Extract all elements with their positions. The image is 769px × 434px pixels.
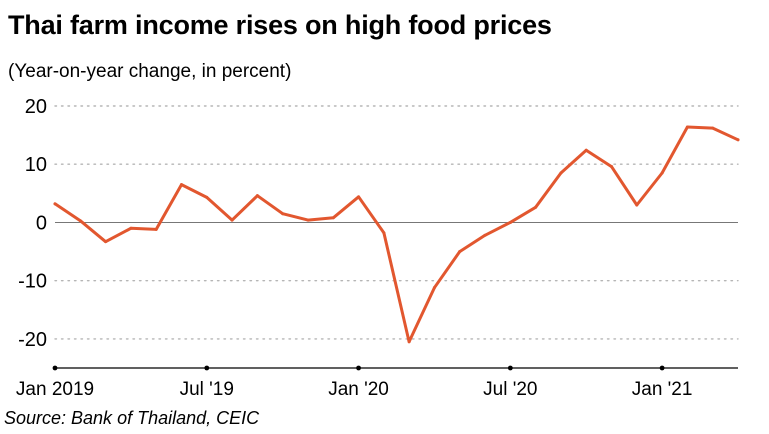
data-point (357, 195, 361, 199)
data-point (559, 171, 563, 175)
data-point (432, 286, 436, 290)
data-point (711, 126, 715, 130)
data-point (660, 171, 664, 175)
data-point (635, 203, 639, 207)
x-tick-label: Jan '20 (328, 379, 389, 400)
data-point (129, 226, 133, 230)
data-point (382, 231, 386, 235)
chart-subtitle: (Year-on-year change, in percent) (8, 61, 292, 82)
data-point (53, 202, 57, 206)
data-point (281, 212, 285, 216)
data-point (584, 148, 588, 152)
data-point (104, 240, 108, 244)
data-point (255, 194, 259, 198)
x-tick-label: Jan 2019 (16, 379, 94, 400)
x-axis: Jan 2019 Jul '19 Jan '20 Jul '20 Jan '21 (16, 365, 738, 400)
data-point (458, 250, 462, 254)
source-note: Source: Bank of Thailand, CEIC (4, 408, 260, 428)
x-tick-mark (507, 365, 513, 371)
data-point (508, 220, 512, 224)
x-tick-mark (356, 365, 361, 371)
data-point (331, 216, 335, 220)
data-point (78, 219, 82, 223)
x-tick-label: Jan '21 (632, 379, 693, 400)
data-point (610, 165, 614, 169)
x-tick-mark (659, 365, 665, 371)
data-point (205, 195, 209, 199)
y-tick-label: -20 (18, 329, 47, 351)
data-point (179, 183, 183, 187)
y-tick-label: 0 (36, 212, 47, 234)
chart-title: Thai farm income rises on high food pric… (8, 10, 552, 40)
data-point (230, 218, 234, 222)
data-point (306, 218, 310, 222)
x-tick-label: Jul '19 (180, 379, 234, 400)
data-point (534, 205, 538, 209)
y-tick-label: 10 (25, 154, 47, 176)
series (53, 125, 740, 344)
x-tick-mark (52, 365, 58, 371)
data-point (483, 233, 487, 237)
data-point (685, 125, 689, 129)
series-line-farm-income (53, 125, 740, 344)
data-point (154, 227, 158, 231)
y-tick-label: -10 (18, 271, 47, 293)
data-point (736, 138, 740, 142)
x-tick-label: Jul '20 (483, 379, 537, 400)
data-point (407, 340, 411, 344)
y-tick-label: 20 (25, 96, 47, 118)
y-axis-ticks: 20 10 0 -10 -20 (18, 96, 47, 351)
x-tick-mark (204, 365, 210, 371)
gridlines (54, 105, 739, 340)
